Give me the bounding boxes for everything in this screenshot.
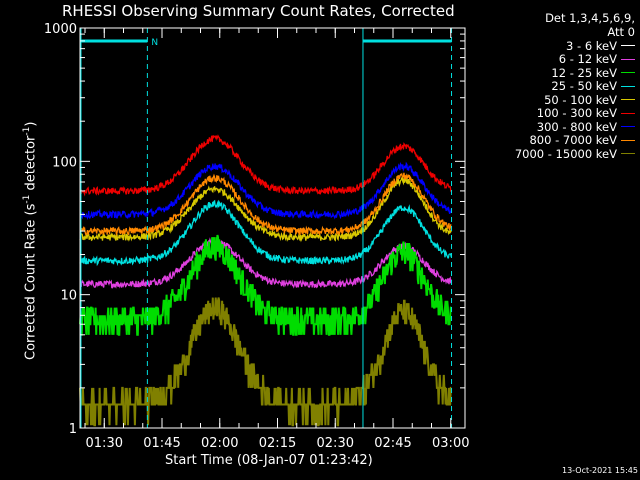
legend-swatch bbox=[621, 72, 635, 74]
y-axis-label-exponent: -1 bbox=[22, 126, 32, 136]
legend-item: 800 - 7000 keV bbox=[480, 133, 635, 148]
legend-item: 7000 - 15000 keV bbox=[480, 147, 635, 161]
series-line bbox=[79, 237, 452, 289]
legend-item: 3 - 6 keV bbox=[480, 39, 635, 53]
legend-swatch bbox=[621, 112, 635, 114]
legend-swatch bbox=[621, 45, 635, 47]
x-axis-label: Start Time (08-Jan-07 01:23:42) bbox=[165, 453, 373, 468]
legend-label: 300 - 800 keV bbox=[536, 119, 617, 134]
y-tick-label: 100 bbox=[52, 155, 77, 170]
x-tick-label: 01:45 bbox=[143, 436, 180, 451]
y-axis-label: Corrected Count Rate (s-1 detector-1) bbox=[22, 122, 38, 360]
legend-label: 800 - 7000 keV bbox=[529, 133, 617, 148]
legend-label: 50 - 100 keV bbox=[544, 92, 617, 107]
series-line bbox=[79, 161, 452, 221]
y-axis-label-part: detector bbox=[23, 135, 39, 195]
legend-swatch bbox=[621, 99, 635, 101]
x-tick-label: 03:00 bbox=[432, 436, 469, 451]
axis-layer: 1 10 100 1000 01:30 01:45 02:00 02:15 02:30 02:45… bbox=[44, 22, 470, 451]
legend-label: 25 - 50 keV bbox=[551, 79, 617, 94]
legend-swatch bbox=[621, 58, 635, 60]
legend-swatch bbox=[621, 126, 635, 128]
series-line bbox=[79, 199, 452, 267]
x-tick-label: 02:15 bbox=[259, 436, 296, 451]
x-tick-label: 01:30 bbox=[86, 436, 123, 451]
series-line bbox=[79, 175, 452, 243]
y-axis-label-part: Corrected Count Rate (s bbox=[23, 203, 39, 360]
y-axis-label-part: ) bbox=[23, 121, 39, 127]
series-line bbox=[79, 254, 453, 366]
y-tick-label: 10 bbox=[60, 289, 77, 304]
annotation-label: N bbox=[151, 38, 158, 48]
x-tick-label: 02:45 bbox=[374, 436, 411, 451]
overlay-layer: N bbox=[80, 28, 453, 428]
legend-rows: 3 - 6 keV 6 - 12 keV 12 - 25 keV 25 - 50 ke… bbox=[480, 39, 635, 161]
legend-swatch bbox=[621, 85, 635, 87]
legend-swatch bbox=[621, 139, 635, 141]
legend-item: 50 - 100 keV bbox=[480, 93, 635, 107]
legend-item: 6 - 12 keV bbox=[480, 52, 635, 67]
series-line bbox=[79, 297, 452, 427]
legend-label: 6 - 12 keV bbox=[558, 52, 617, 67]
legend: Det 1,3,4,5,6,9, Att 0 3 - 6 keV 6 - 12 k… bbox=[480, 11, 635, 161]
y-tick-label: 1 bbox=[69, 422, 77, 437]
series-line bbox=[79, 134, 452, 197]
legend-item: 25 - 50 keV bbox=[480, 79, 635, 94]
plot-frame bbox=[79, 27, 466, 429]
timestamp: 13-Oct-2021 15:45 bbox=[562, 466, 638, 475]
chart-title: RHESSI Observing Summary Count Rates, Co… bbox=[62, 2, 455, 20]
x-tick-label: 02:00 bbox=[201, 436, 238, 451]
x-tick-label: 02:30 bbox=[317, 436, 354, 451]
series-line bbox=[79, 234, 452, 336]
legend-label: 3 - 6 keV bbox=[566, 38, 617, 53]
y-tick-label: 1000 bbox=[44, 22, 77, 37]
legend-header-detectors: Det 1,3,4,5,6,9, bbox=[545, 11, 635, 25]
legend-label: 100 - 300 keV bbox=[536, 106, 617, 121]
y-axis-label-exponent: -1 bbox=[22, 194, 32, 204]
legend-item: 300 - 800 keV bbox=[480, 120, 635, 134]
legend-item: 100 - 300 keV bbox=[480, 106, 635, 121]
legend-label: 7000 - 15000 keV bbox=[514, 146, 617, 161]
legend-item: 12 - 25 keV bbox=[480, 66, 635, 80]
legend-label: 12 - 25 keV bbox=[551, 65, 617, 80]
legend-swatch bbox=[621, 153, 635, 155]
legend-header-attenuator: Att 0 bbox=[607, 24, 635, 39]
series-line bbox=[79, 172, 452, 237]
series-layer bbox=[79, 134, 453, 427]
